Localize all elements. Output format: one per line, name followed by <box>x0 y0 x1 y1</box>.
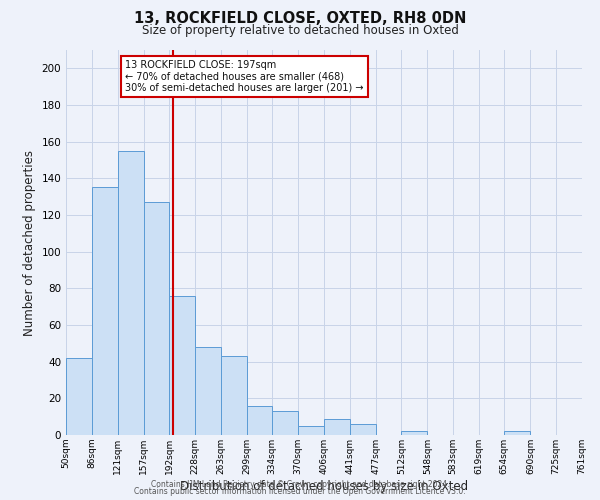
Bar <box>143 202 169 435</box>
Bar <box>325 418 350 435</box>
Bar <box>221 356 247 435</box>
Bar <box>66 358 92 435</box>
Text: Contains HM Land Registry data © Crown copyright and database right 2024.: Contains HM Land Registry data © Crown c… <box>151 480 449 489</box>
Y-axis label: Number of detached properties: Number of detached properties <box>23 150 36 336</box>
Bar <box>505 432 530 435</box>
X-axis label: Distribution of detached houses by size in Oxted: Distribution of detached houses by size … <box>180 480 468 492</box>
Bar <box>247 406 272 435</box>
Bar <box>118 151 143 435</box>
Bar <box>169 296 195 435</box>
Text: Contains public sector information licensed under the Open Government Licence v3: Contains public sector information licen… <box>134 487 466 496</box>
Text: 13 ROCKFIELD CLOSE: 197sqm
← 70% of detached houses are smaller (468)
30% of sem: 13 ROCKFIELD CLOSE: 197sqm ← 70% of deta… <box>125 60 364 93</box>
Bar <box>92 188 118 435</box>
Bar <box>298 426 325 435</box>
Text: Size of property relative to detached houses in Oxted: Size of property relative to detached ho… <box>142 24 458 37</box>
Bar <box>401 432 427 435</box>
Bar <box>195 347 221 435</box>
Bar <box>350 424 376 435</box>
Bar <box>272 411 298 435</box>
Text: 13, ROCKFIELD CLOSE, OXTED, RH8 0DN: 13, ROCKFIELD CLOSE, OXTED, RH8 0DN <box>134 11 466 26</box>
